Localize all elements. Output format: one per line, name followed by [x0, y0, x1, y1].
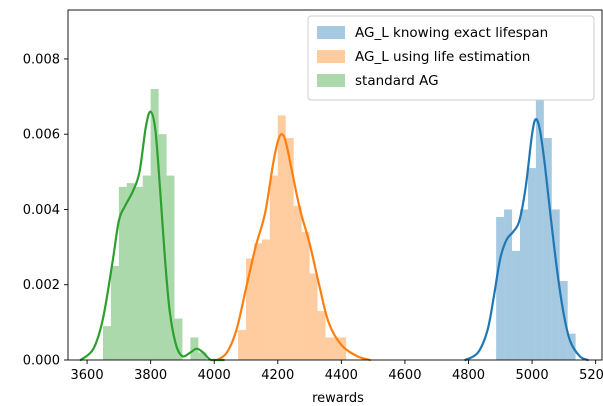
x-tick-label: 4200 [261, 368, 294, 383]
histogram-bar [142, 175, 151, 360]
y-tick-label: 0.006 [23, 128, 60, 143]
legend-label: standard AG [355, 73, 439, 89]
y-tick-label: 0.002 [23, 278, 60, 293]
histogram-bar [543, 137, 552, 360]
legend-label: AG_L knowing exact lifespan [355, 25, 548, 41]
legend-box [307, 15, 595, 101]
histogram-bar [519, 209, 528, 360]
histogram-bar [150, 89, 159, 360]
x-tick-label: 4000 [198, 368, 231, 383]
histogram-bar [309, 273, 318, 360]
x-axis-label: rewards [312, 391, 364, 406]
histogram-bars [102, 89, 576, 360]
histogram-bar [277, 115, 286, 360]
x-tick-label: 3600 [71, 368, 104, 383]
histogram-bar [512, 250, 520, 360]
histogram-bar [198, 352, 207, 360]
histogram-bar [504, 209, 513, 360]
histogram-bar [246, 258, 254, 360]
histogram-bar [102, 326, 111, 360]
legend-label: AG_L using life estimation [355, 49, 530, 65]
x-tick-label: 4600 [388, 368, 421, 383]
legend-swatch [317, 50, 345, 63]
histogram-bar [551, 209, 560, 360]
histogram-bar [293, 205, 302, 360]
plot-frame [67, 9, 603, 361]
y-tick-label: 0.004 [23, 203, 60, 218]
histogram-bar [238, 329, 246, 360]
kde-curves [79, 110, 589, 362]
y-tick-label: 0.008 [23, 52, 60, 67]
histogram-bar [317, 311, 326, 360]
histogram-bar [559, 280, 568, 360]
histogram-bar [269, 175, 278, 360]
legend-swatch [317, 26, 345, 39]
histogram-bar [110, 265, 119, 360]
histogram-bar [527, 168, 536, 360]
histogram-bar [158, 134, 167, 360]
histogram-bar [301, 232, 310, 360]
histogram-bar [333, 337, 342, 360]
histogram-bar [496, 216, 505, 360]
legend: AG_L knowing exact lifespan AG_L using li… [307, 15, 595, 101]
x-tick-label: 5000 [516, 368, 549, 383]
x-tick-label: 3800 [134, 368, 167, 383]
x-tick-label: 4800 [452, 368, 485, 383]
histogram-bar [285, 137, 294, 360]
histogram-bar [261, 239, 270, 360]
kde-line [216, 133, 372, 362]
histogram-bar [174, 318, 183, 360]
histogram-bar [166, 175, 175, 360]
histogram-bar [118, 186, 127, 360]
histogram-bar [535, 100, 544, 360]
legend-swatch [317, 74, 345, 87]
x-tick-label: 4400 [325, 368, 358, 383]
histogram-bar [325, 337, 334, 360]
kde-line [79, 110, 225, 362]
histogram-bar [126, 183, 135, 360]
histogram-bar [134, 186, 143, 360]
kde-line [464, 118, 589, 362]
y-tick-label: 0.000 [23, 354, 60, 369]
histogram-bar [253, 243, 262, 360]
